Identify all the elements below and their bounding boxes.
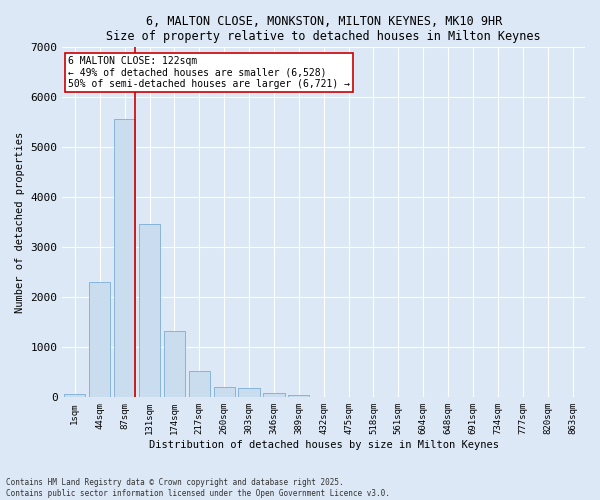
Bar [263,392,284,398]
Text: Contains HM Land Registry data © Crown copyright and database right 2025.
Contai: Contains HM Land Registry data © Crown c… [6,478,390,498]
Bar [214,386,235,398]
Bar [189,372,210,398]
X-axis label: Distribution of detached houses by size in Milton Keynes: Distribution of detached houses by size … [149,440,499,450]
Bar [114,119,135,398]
Bar [288,395,310,398]
Bar [164,331,185,398]
Text: 6 MALTON CLOSE: 122sqm
← 49% of detached houses are smaller (6,528)
50% of semi-: 6 MALTON CLOSE: 122sqm ← 49% of detached… [68,56,350,89]
Bar [64,394,85,398]
Title: 6, MALTON CLOSE, MONKSTON, MILTON KEYNES, MK10 9HR
Size of property relative to : 6, MALTON CLOSE, MONKSTON, MILTON KEYNES… [106,15,541,43]
Bar [89,282,110,398]
Y-axis label: Number of detached properties: Number of detached properties [15,132,25,313]
Bar [139,224,160,398]
Bar [238,388,260,398]
